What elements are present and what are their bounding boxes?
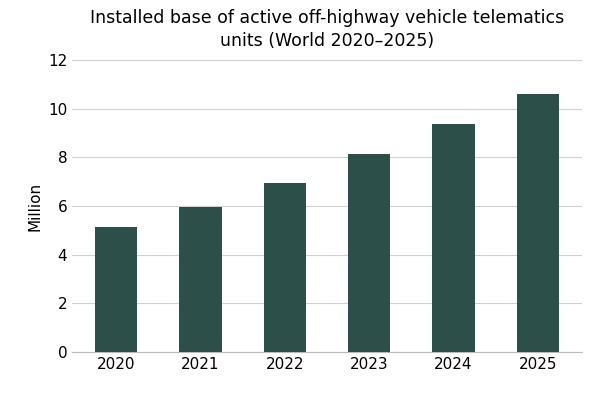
Bar <box>264 183 306 352</box>
Bar <box>348 154 390 352</box>
Bar <box>179 207 221 352</box>
Y-axis label: Million: Million <box>28 182 43 230</box>
Title: Installed base of active off-highway vehicle telematics
units (World 2020–2025): Installed base of active off-highway veh… <box>90 8 564 50</box>
Bar <box>433 124 475 352</box>
Bar <box>517 94 559 352</box>
Bar <box>95 227 137 352</box>
